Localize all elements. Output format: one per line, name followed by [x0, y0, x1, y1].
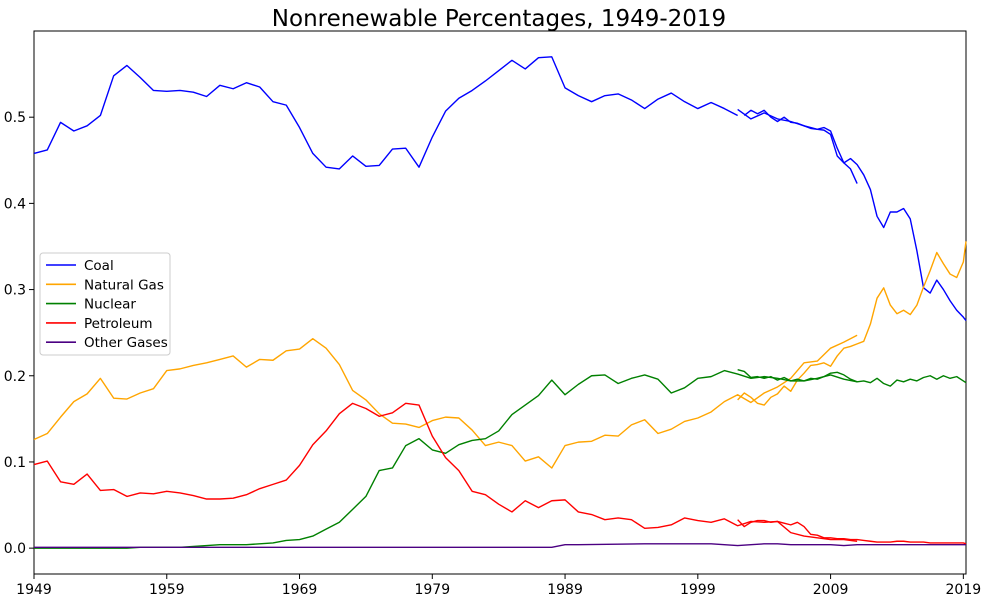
legend-label: Other Gases [84, 335, 168, 351]
x-tick-label: 1949 [16, 582, 52, 598]
series-layer [33, 56, 967, 549]
legend-label: Coal [84, 258, 114, 274]
y-tick-label: 0.2 [4, 369, 26, 385]
x-tick-label: 1989 [547, 582, 583, 598]
x-tick-label: 2009 [813, 582, 849, 598]
x-tick-label: 1979 [414, 582, 450, 598]
x-tick-label: 1969 [282, 582, 318, 598]
x-tick-label: 2019 [946, 582, 982, 598]
y-tick-label: 0.1 [4, 455, 26, 471]
chart-title: Nonrenewable Percentages, 1949-2019 [272, 6, 726, 32]
series-line-nuclear [737, 369, 967, 387]
series-line-coal [33, 56, 738, 170]
x-tick-label: 1999 [680, 582, 716, 598]
series-line-coal [743, 109, 967, 322]
axes: 1949 1959 1969 1979 1989 1999 2009 2019 0.0 0.1 0.… [4, 30, 982, 598]
y-tick-label: 0.0 [4, 541, 26, 557]
y-tick-label: 0.5 [4, 110, 26, 126]
series-line-other-gases [34, 543, 966, 548]
plot-frame [33, 30, 967, 575]
series-line-coal [737, 108, 858, 184]
legend-label: Nuclear [84, 297, 136, 313]
series-line-natural-gas [33, 334, 858, 469]
series-line-petroleum [737, 519, 967, 545]
legend-box [39, 252, 171, 356]
y-tick-label: 0.4 [4, 196, 26, 212]
legend-label: Petroleum [84, 316, 153, 332]
series-line-petroleum [33, 402, 858, 542]
legend: Coal Natural Gas Nuclear Petroleum Other Gas… [39, 252, 171, 356]
legend-label: Natural Gas [84, 277, 164, 293]
series-line-natural-gas [737, 241, 967, 406]
x-tick-label: 1959 [149, 582, 185, 598]
y-tick-label: 0.3 [4, 283, 26, 299]
